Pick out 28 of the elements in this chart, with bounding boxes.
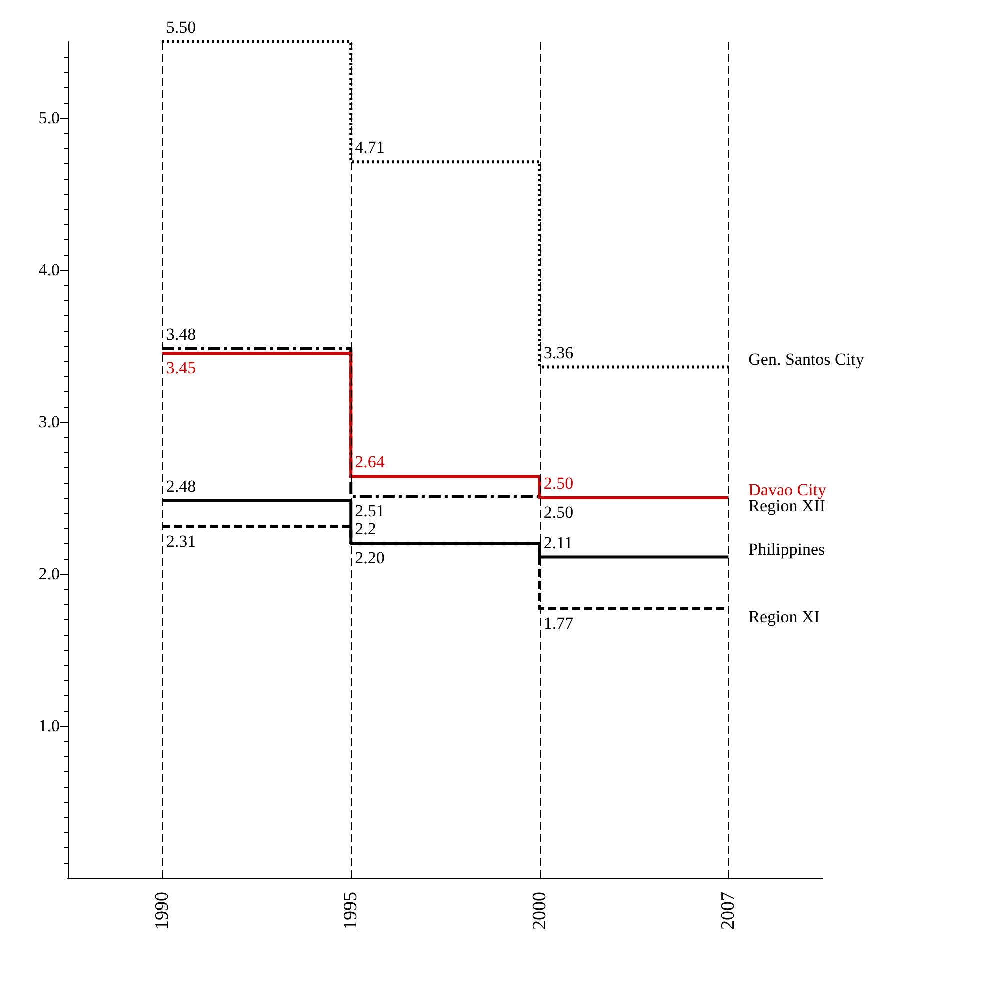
series-label: Gen. Santos City	[748, 350, 865, 369]
x-tick-label: 1995	[340, 892, 362, 930]
data-label: 4.71	[355, 138, 385, 158]
y-tick-label: 5.0	[38, 108, 60, 128]
data-label: 2.50	[544, 503, 574, 522]
y-tick-label: 4.0	[38, 260, 60, 280]
data-label: 2.11	[544, 533, 573, 552]
data-label: 2.31	[166, 532, 196, 551]
data-label: 3.48	[166, 325, 196, 344]
data-label: 3.45	[166, 358, 196, 378]
data-label: 2.50	[544, 474, 574, 493]
x-tick-label: 2000	[529, 892, 550, 930]
y-tick-label: 1.0	[38, 716, 60, 736]
data-label: 2.51	[355, 501, 385, 520]
series-label: Davao City	[748, 480, 828, 500]
data-label: 1.77	[544, 614, 574, 633]
data-label: 2.48	[166, 477, 196, 496]
series-label: Region XI	[748, 607, 820, 626]
x-tick-label: 1990	[152, 892, 173, 930]
series-label: Philippines	[748, 540, 826, 559]
data-label: 3.36	[544, 343, 574, 362]
data-label: 2.2	[355, 520, 376, 539]
y-tick-label: 2.0	[38, 564, 60, 584]
data-label: 2.64	[355, 452, 386, 472]
data-label: 5.50	[166, 18, 196, 37]
data-label: 2.20	[355, 548, 385, 568]
y-tick-label: 3.0	[38, 412, 60, 432]
x-tick-label: 2007	[718, 892, 740, 930]
